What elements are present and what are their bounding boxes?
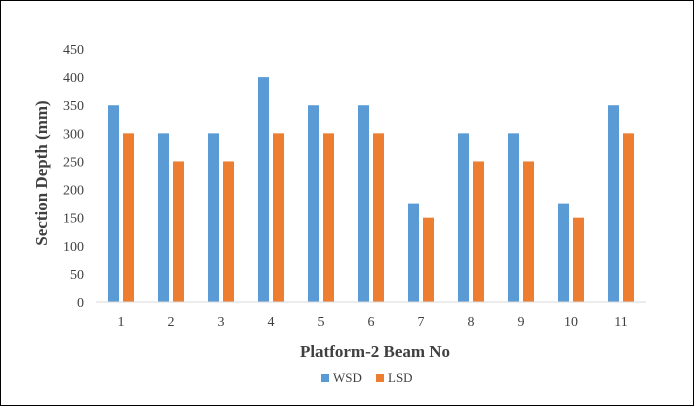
x-tick-label: 8 [468, 315, 475, 330]
bar-wsd-7 [408, 203, 419, 302]
bar-lsd-6 [373, 133, 384, 302]
y-tick-label: 450 [63, 43, 84, 58]
x-tick-label: 7 [418, 315, 425, 330]
x-tick-label: 5 [318, 315, 325, 330]
bar-lsd-5 [323, 133, 334, 302]
bar-lsd-9 [523, 161, 534, 302]
bar-wsd-4 [258, 77, 269, 302]
x-tick-label: 1 [118, 315, 125, 330]
legend-label-wsd: WSD [333, 370, 362, 385]
legend: WSD LSD [321, 370, 413, 385]
bar-wsd-2 [158, 133, 169, 302]
x-tick-label: 11 [614, 315, 627, 330]
bar-wsd-11 [608, 105, 619, 302]
bar-wsd-8 [458, 133, 469, 302]
y-tick-label: 100 [63, 240, 84, 255]
y-tick-label: 200 [63, 184, 84, 199]
x-tick-label: 4 [268, 315, 275, 330]
bar-lsd-4 [273, 133, 284, 302]
bar-lsd-7 [423, 217, 434, 302]
bar-lsd-10 [573, 217, 584, 302]
bars-group [108, 77, 634, 302]
y-tick-label: 50 [70, 268, 84, 283]
bar-lsd-3 [223, 161, 234, 302]
y-axis-title: Section Depth (mm) [32, 100, 51, 245]
y-axis-ticks: 0 50 100 150 200 250 300 350 400 450 [63, 43, 84, 311]
x-tick-label: 6 [368, 315, 375, 330]
bar-wsd-6 [358, 105, 369, 302]
x-tick-label: 3 [218, 315, 225, 330]
x-axis-ticks: 1 2 3 4 5 6 7 8 9 10 11 [118, 315, 628, 330]
legend-swatch-wsd [321, 374, 329, 382]
bar-wsd-9 [508, 133, 519, 302]
bar-wsd-10 [558, 203, 569, 302]
y-tick-label: 300 [63, 127, 84, 142]
y-tick-label: 250 [63, 155, 84, 170]
bar-lsd-11 [623, 133, 634, 302]
x-axis-title: Platform-2 Beam No [300, 342, 450, 361]
x-tick-label: 2 [168, 315, 175, 330]
legend-label-lsd: LSD [388, 370, 413, 385]
x-tick-label: 9 [518, 315, 525, 330]
y-tick-label: 150 [63, 212, 84, 227]
legend-swatch-lsd [376, 374, 384, 382]
bar-wsd-5 [308, 105, 319, 302]
y-tick-label: 0 [77, 296, 84, 311]
bar-wsd-1 [108, 105, 119, 302]
bar-lsd-1 [123, 133, 134, 302]
x-tick-label: 10 [564, 315, 578, 330]
y-tick-label: 350 [63, 99, 84, 114]
bar-lsd-8 [473, 161, 484, 302]
bar-lsd-2 [173, 161, 184, 302]
bar-wsd-3 [208, 133, 219, 302]
y-tick-label: 400 [63, 71, 84, 86]
